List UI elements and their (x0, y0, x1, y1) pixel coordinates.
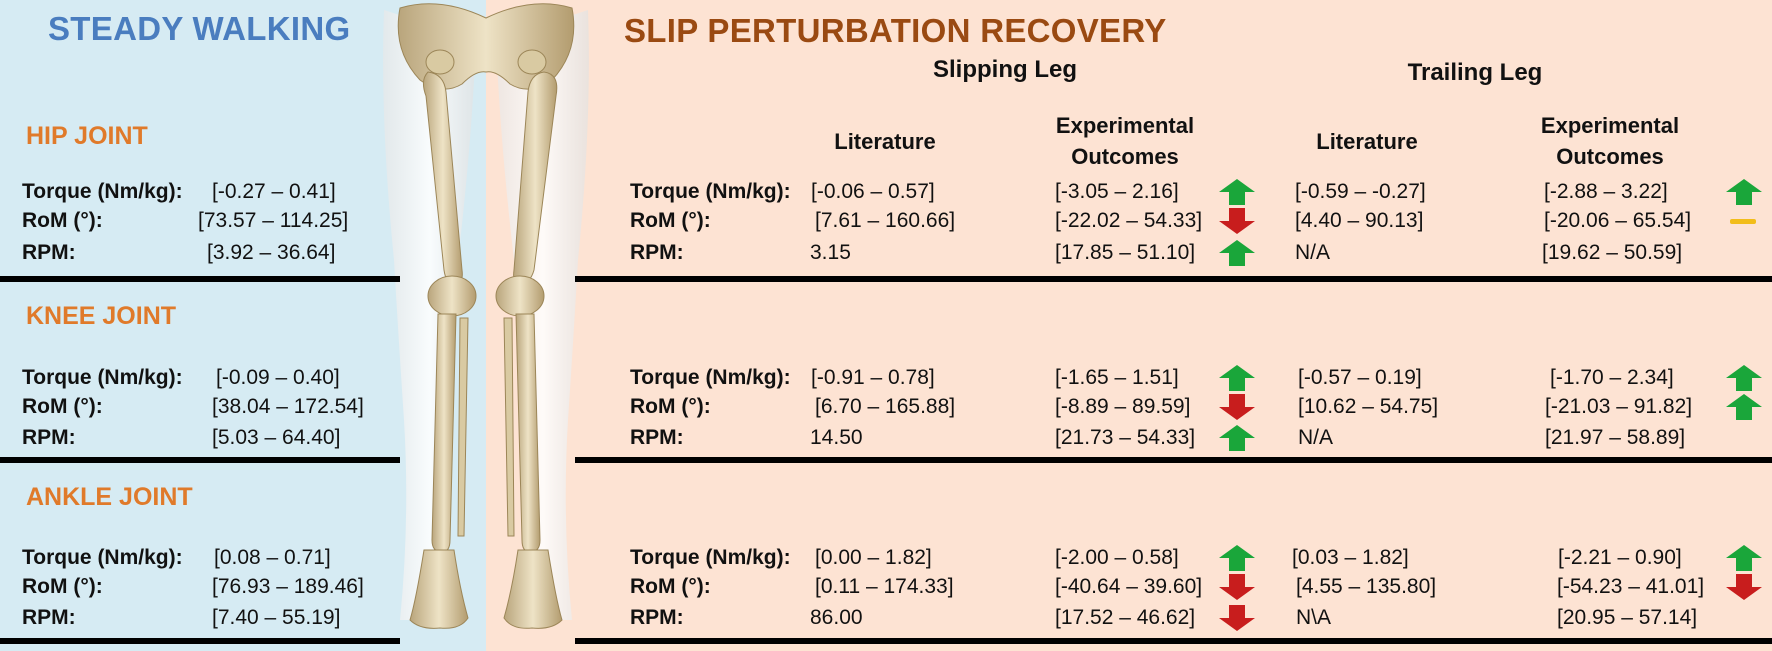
trail-knee-torque-literature: [-0.57 – 0.19] (1298, 366, 1422, 389)
slip-ankle-torque-label: Torque (Nm/kg): (630, 546, 791, 569)
trail-knee-rpm-literature: N/A (1298, 426, 1334, 449)
slipping-leg-header: Slipping Leg (933, 56, 1077, 83)
green-up-arrow-icon (1726, 365, 1762, 391)
green-up-arrow-icon (1219, 179, 1255, 205)
trail-literature-header: Literature (1316, 129, 1418, 154)
green-up-arrow-icon (1726, 179, 1762, 205)
slip-ankle-rom-literature: [0.11 – 174.33] (815, 575, 954, 598)
steady-hip-rpm-label: RPM: (22, 241, 76, 264)
slip-knee-rpm-label: RPM: (630, 426, 684, 449)
slip-knee-torque-label: Torque (Nm/kg): (630, 366, 791, 389)
trail-ankle-rpm-experimental: [20.95 – 57.14] (1557, 606, 1698, 629)
trail-knee-torque-experimental: [-1.70 – 2.34] (1550, 366, 1674, 389)
green-up-arrow-icon (1219, 545, 1255, 571)
slip-ankle-rpm-label: RPM: (630, 606, 684, 629)
slip-ankle-rpm-literature: 86.00 (810, 606, 863, 629)
steady-knee-torque-label: Torque (Nm/kg): (22, 366, 183, 389)
steady-hip-rom-value: [73.57 – 114.25] (198, 209, 349, 232)
right-divider-hip (575, 276, 1772, 282)
trail-experimental-header-line2: Outcomes (1556, 144, 1664, 169)
right-divider-knee (575, 457, 1772, 463)
red-down-arrow-icon (1219, 208, 1255, 234)
slip-knee-rom-literature: [6.70 – 165.88] (815, 395, 956, 418)
slip-hip-torque-literature: [-0.06 – 0.57] (811, 180, 935, 203)
steady-ankle-torque-value: [0.08 – 0.71] (214, 546, 331, 569)
slip-hip-rpm-experimental: [17.85 – 51.10] (1055, 241, 1196, 264)
trail-ankle-rom-experimental: [-54.23 – 41.01] (1557, 575, 1705, 598)
trail-hip-rom-experimental: [-20.06 – 65.54] (1544, 209, 1692, 232)
slip-knee-rpm-experimental: [21.73 – 54.33] (1055, 426, 1196, 449)
trail-knee-rom-experimental: [-21.03 – 91.82] (1545, 395, 1693, 418)
slip-hip-torque-experimental: [-3.05 – 2.16] (1055, 180, 1179, 203)
slip-knee-torque-experimental: [-1.65 – 1.51] (1055, 366, 1179, 389)
slip-hip-torque-label: Torque (Nm/kg): (630, 180, 791, 203)
slip-knee-rpm-literature: 14.50 (810, 426, 863, 449)
steady-hip-torque-label: Torque (Nm/kg): (22, 180, 183, 203)
slip-experimental-header-line1: Experimental (1055, 113, 1195, 138)
red-down-arrow-icon (1219, 574, 1255, 600)
slip-ankle-rpm-experimental: [17.52 – 46.62] (1055, 606, 1196, 629)
slip-hip-rpm-literature: 3.15 (810, 241, 851, 264)
trail-hip-torque-literature: [-0.59 – -0.27] (1295, 180, 1426, 203)
trail-experimental-header-line1: Experimental (1540, 113, 1680, 138)
slip-hip-rom-experimental: [-22.02 – 54.33] (1055, 209, 1203, 232)
slip-ankle-torque-literature: [0.00 – 1.82] (815, 546, 932, 569)
slip-ankle-torque-experimental: [-2.00 – 0.58] (1055, 546, 1179, 569)
trail-ankle-torque-experimental: [-2.21 – 0.90] (1558, 546, 1682, 569)
steady-ankle-rpm-value: [7.40 – 55.19] (212, 606, 341, 629)
slip-hip-rpm-label: RPM: (630, 241, 684, 264)
left-divider-hip (0, 276, 400, 282)
steady-knee-rom-value: [38.04 – 172.54] (212, 395, 364, 418)
slip-recovery-panel (486, 0, 1772, 651)
green-up-arrow-icon (1726, 394, 1762, 420)
slip-knee-torque-literature: [-0.91 – 0.78] (811, 366, 935, 389)
left-divider-ankle (0, 638, 400, 644)
green-up-arrow-icon (1219, 365, 1255, 391)
steady-walking-title: STEADY WALKING (48, 10, 351, 47)
red-down-arrow-icon (1219, 605, 1255, 631)
steady-knee-rpm-label: RPM: (22, 426, 76, 449)
right-divider-ankle (575, 638, 1772, 644)
steady-ankle-rom-label: RoM (°): (22, 575, 103, 598)
green-up-arrow-icon (1219, 240, 1255, 266)
trail-knee-rom-literature: [10.62 – 54.75] (1298, 395, 1439, 418)
steady-hip-rpm-value: [3.92 – 36.64] (207, 241, 336, 264)
slip-hip-rom-literature: [7.61 – 160.66] (815, 209, 956, 232)
slip-experimental-header-line2: Outcomes (1071, 144, 1179, 169)
trail-ankle-rom-literature: [4.55 – 135.80] (1296, 575, 1437, 598)
red-down-arrow-icon (1726, 574, 1762, 600)
trailing-leg-header: Trailing Leg (1407, 59, 1543, 86)
steady-ankle-torque-label: Torque (Nm/kg): (22, 546, 183, 569)
knee-joint-label: KNEE JOINT (26, 302, 177, 330)
steady-ankle-rom-value: [76.93 – 189.46] (212, 575, 364, 598)
trail-ankle-rpm-literature: N\A (1296, 606, 1332, 629)
left-divider-knee (0, 457, 400, 463)
trail-ankle-torque-literature: [0.03 – 1.82] (1292, 546, 1409, 569)
steady-knee-rom-label: RoM (°): (22, 395, 103, 418)
trail-hip-rpm-experimental: [19.62 – 50.59] (1542, 241, 1683, 264)
green-up-arrow-icon (1726, 545, 1762, 571)
steady-hip-rom-label: RoM (°): (22, 209, 103, 232)
steady-knee-rpm-value: [5.03 – 64.40] (212, 426, 341, 449)
steady-knee-torque-value: [-0.09 – 0.40] (216, 366, 340, 389)
trail-knee-rpm-experimental: [21.97 – 58.89] (1545, 426, 1686, 449)
trail-hip-rpm-literature: N/A (1295, 241, 1331, 264)
slip-literature-header: Literature (834, 129, 936, 154)
slip-recovery-title: SLIP PERTURBATION RECOVERY (624, 12, 1167, 49)
slip-ankle-rom-label: RoM (°): (630, 575, 711, 598)
steady-ankle-rpm-label: RPM: (22, 606, 76, 629)
ankle-joint-label: ANKLE JOINT (26, 483, 193, 511)
slip-knee-rom-experimental: [-8.89 – 89.59] (1055, 395, 1191, 418)
steady-hip-torque-value: [-0.27 – 0.41] (212, 180, 336, 203)
green-up-arrow-icon (1219, 425, 1255, 451)
trail-hip-torque-experimental: [-2.88 – 3.22] (1544, 180, 1668, 203)
slip-knee-rom-label: RoM (°): (630, 395, 711, 418)
slip-hip-rom-label: RoM (°): (630, 209, 711, 232)
red-down-arrow-icon (1219, 394, 1255, 420)
slip-ankle-rom-experimental: [-40.64 – 39.60] (1055, 575, 1203, 598)
hip-joint-label: HIP JOINT (26, 122, 148, 150)
trail-hip-rom-literature: [4.40 – 90.13] (1295, 209, 1424, 232)
leg-skeleton-illustration (383, 3, 589, 629)
yellow-dash-icon (1730, 219, 1756, 224)
